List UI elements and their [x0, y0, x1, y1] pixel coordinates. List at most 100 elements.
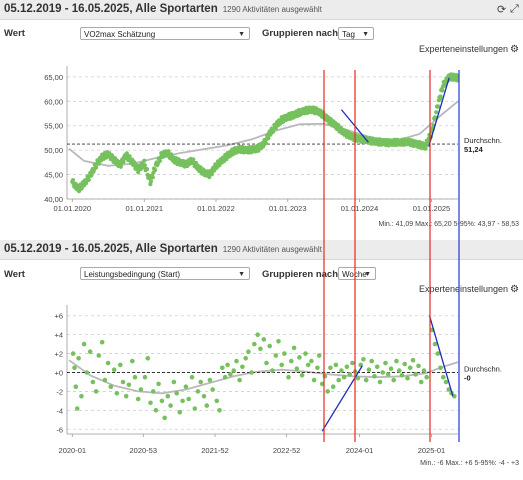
data-point — [336, 122, 341, 128]
data-point — [369, 358, 375, 364]
data-point — [434, 110, 439, 115]
data-point — [385, 372, 391, 377]
data-point — [309, 358, 314, 364]
data-point — [418, 379, 424, 385]
data-point — [282, 351, 287, 356]
x-tick-label: 01.01.2022 — [197, 204, 235, 213]
group-select[interactable]: Tag ▼ — [338, 27, 374, 40]
data-point — [186, 396, 191, 402]
data-point — [72, 365, 77, 371]
data-point — [336, 377, 342, 383]
data-point — [363, 377, 369, 383]
data-point — [142, 158, 147, 163]
data-point — [136, 170, 141, 175]
chevron-down-icon: ▼ — [238, 31, 245, 38]
data-point — [108, 384, 114, 389]
data-point — [156, 381, 161, 387]
data-point — [270, 368, 275, 373]
panel-header: 05.12.2019 - 16.05.2025, Alle Sportarten… — [0, 0, 523, 20]
gear-icon: ⚙ — [510, 44, 519, 55]
data-point — [325, 389, 331, 394]
wert-select-value: VO2max Schätzung — [84, 30, 156, 39]
data-point — [263, 141, 268, 146]
data-point — [84, 370, 90, 375]
data-point — [297, 355, 302, 360]
data-point — [222, 374, 228, 380]
data-point — [81, 341, 87, 347]
y-tick-label: +0 — [54, 369, 63, 378]
data-point — [432, 341, 438, 347]
data-point — [94, 165, 99, 170]
data-point — [87, 349, 93, 354]
leistung-chart: -6 -4 -2 +0 +2 +4 +6 2020-01 2020-53 2021-52 2022-… — [54, 240, 502, 455]
data-point — [299, 373, 305, 378]
data-point — [319, 381, 325, 387]
data-point — [118, 362, 123, 368]
group-select[interactable]: Woche ▼ — [338, 267, 376, 280]
data-point — [228, 372, 233, 377]
wert-select[interactable]: VO2max Schätzung ▼ — [80, 27, 250, 40]
expert-settings-label: Experteneinstellungen — [418, 284, 509, 294]
data-point — [305, 362, 311, 368]
data-point — [105, 360, 111, 366]
chart-panel-vo2max: 05.12.2019 - 16.05.2025, Alle Sportarten… — [0, 0, 523, 240]
data-point — [207, 377, 213, 383]
x-tick-label: 01.01.2020 — [54, 204, 92, 213]
y-tick-label: 60,00 — [44, 97, 63, 106]
y-tick-label: -2 — [56, 387, 63, 396]
data-point — [279, 362, 285, 368]
data-point — [402, 361, 408, 367]
x-tick-label: 2020-01 — [59, 446, 87, 455]
data-point — [132, 374, 138, 380]
data-point — [138, 387, 144, 392]
data-point — [153, 167, 158, 173]
expert-settings-link[interactable]: Experteneinstellungen ⚙ — [419, 284, 519, 295]
data-point — [102, 377, 108, 383]
y-tick-label: +6 — [54, 312, 63, 321]
expand-icon[interactable]: ⤢ — [510, 3, 519, 15]
data-point — [86, 177, 91, 183]
data-point — [424, 374, 430, 380]
data-point — [374, 364, 380, 370]
data-point — [264, 360, 269, 366]
expert-settings-link[interactable]: Experteneinstellungen ⚙ — [419, 44, 519, 55]
data-point — [120, 379, 126, 385]
data-point — [150, 175, 155, 180]
data-point — [303, 351, 308, 356]
data-point — [79, 186, 84, 191]
data-point — [333, 362, 339, 368]
data-point — [121, 159, 126, 164]
data-point — [246, 349, 251, 354]
data-point — [76, 356, 81, 361]
group-select-value: Tag — [342, 30, 355, 39]
data-point — [148, 400, 153, 406]
data-point — [168, 403, 173, 408]
data-point — [396, 368, 402, 373]
data-point — [118, 164, 123, 169]
data-point — [291, 345, 297, 351]
data-point — [192, 406, 198, 411]
data-point — [162, 415, 167, 421]
data-point — [157, 158, 162, 163]
y-tick-label: 65,00 — [44, 73, 63, 82]
data-point — [220, 365, 225, 371]
refresh-icon[interactable]: ⟳ — [497, 4, 507, 16]
data-point — [267, 343, 273, 349]
data-point — [189, 374, 195, 380]
data-point — [330, 384, 336, 389]
wert-label: Wert — [4, 269, 25, 280]
data-point — [366, 367, 372, 372]
wert-select[interactable]: Leistungsbedingung (Start) ▼ — [80, 267, 250, 280]
data-point — [341, 374, 347, 380]
data-point — [145, 356, 151, 361]
y-tick-label: -4 — [56, 406, 63, 415]
data-point — [339, 368, 344, 373]
group-label: Gruppieren nach — [262, 269, 339, 280]
data-point — [151, 389, 156, 394]
data-point — [421, 368, 427, 373]
data-point — [388, 366, 394, 371]
gear-icon: ⚙ — [510, 284, 519, 295]
minmax-stats: Min.: -6 Max.: +6 5-95%: -4 - +3 — [420, 460, 519, 467]
data-point — [93, 389, 99, 394]
data-point — [438, 94, 443, 99]
